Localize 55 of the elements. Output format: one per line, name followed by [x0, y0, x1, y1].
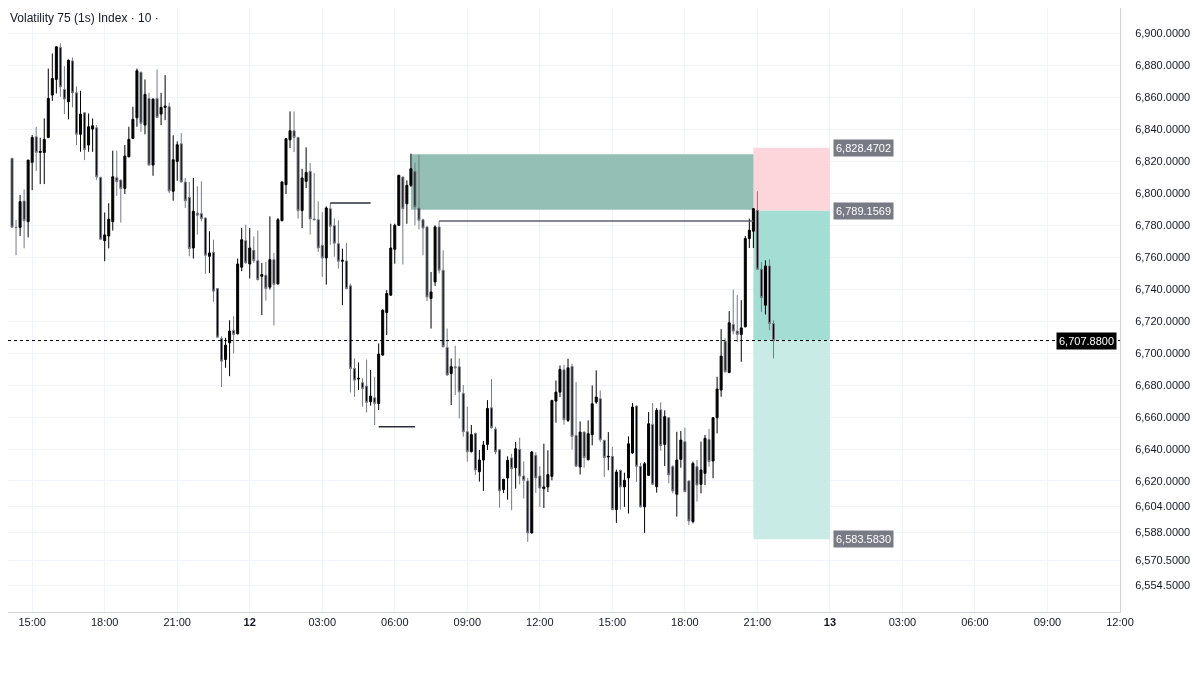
y-tick-label: 6,860.0000: [1135, 91, 1191, 104]
candlestick: [191, 177, 195, 260]
candlestick: [324, 205, 328, 286]
x-tick-label: 12:00: [1106, 616, 1134, 629]
candlestick: [691, 461, 695, 524]
y-tick-label: 6,620.0000: [1135, 474, 1191, 487]
candlestick: [42, 117, 46, 185]
x-tick-label: 03:00: [308, 616, 337, 629]
candlestick: [58, 42, 62, 98]
y-tick-label: 6,760.0000: [1135, 251, 1191, 264]
x-tick-label: 06:00: [961, 616, 989, 629]
x-tick-label: 13: [823, 616, 837, 629]
annotation: 6,828.4702: [836, 142, 892, 154]
x-tick-label: 21:00: [163, 616, 191, 629]
y-tick-label: 6,880.0000: [1135, 59, 1191, 72]
candlestick: [248, 227, 252, 280]
y-tick-label: 6,570.5000: [1135, 553, 1191, 566]
x-tick-label: 12: [243, 616, 256, 629]
candlestick: [401, 175, 405, 266]
y-tick-label: 6,820.0000: [1135, 155, 1191, 168]
y-tick-label: 6,780.0000: [1135, 219, 1191, 232]
chart-title: Volatility 75 (1s) Index · 10 ·: [10, 11, 159, 26]
annotation: 6,583.5830: [836, 533, 892, 545]
y-tick-label: 6,660.0000: [1135, 410, 1191, 423]
y-tick-label: 6,840.0000: [1135, 123, 1191, 136]
candlestick: [46, 68, 50, 139]
x-tick-label: 12:00: [526, 616, 554, 629]
candlestick: [365, 359, 369, 413]
x-tick-label: 06:00: [381, 616, 409, 629]
y-tick-label: 6,740.0000: [1135, 283, 1191, 296]
y-tick-label: 6,680.0000: [1135, 378, 1191, 391]
y-tick-label: 6,554.5000: [1135, 579, 1191, 592]
y-tick-label: 6,900.0000: [1135, 27, 1191, 40]
y-tick-label: 6,588.0000: [1135, 525, 1191, 538]
x-tick-label: 18:00: [90, 616, 119, 629]
candlestick: [139, 71, 143, 133]
candlestick: [66, 58, 70, 120]
x-tick-label: 15:00: [18, 616, 46, 629]
x-tick-label: 21:00: [743, 616, 772, 629]
ref-line-label: 6,707.8800: [1059, 335, 1115, 347]
x-tick-label: 15:00: [598, 616, 627, 629]
x-tick-label: 03:00: [888, 616, 917, 629]
candlestick: [187, 181, 191, 257]
x-tick-label: 09:00: [453, 616, 482, 629]
y-tick-label: 6,700.0000: [1135, 346, 1191, 359]
y-tick-label: 6,800.0000: [1135, 187, 1191, 200]
y-tick-label: 6,720.0000: [1135, 315, 1191, 328]
y-tick-label: 6,604.0000: [1135, 500, 1191, 513]
x-tick-label: 18:00: [671, 616, 699, 629]
candlestick: [622, 472, 626, 508]
annotation: 6,789.1569: [836, 205, 892, 217]
candlestick: [542, 443, 546, 509]
y-tick-label: 6,640.0000: [1135, 442, 1191, 455]
candlestick: [675, 431, 679, 518]
x-tick-label: 09:00: [1033, 616, 1062, 629]
